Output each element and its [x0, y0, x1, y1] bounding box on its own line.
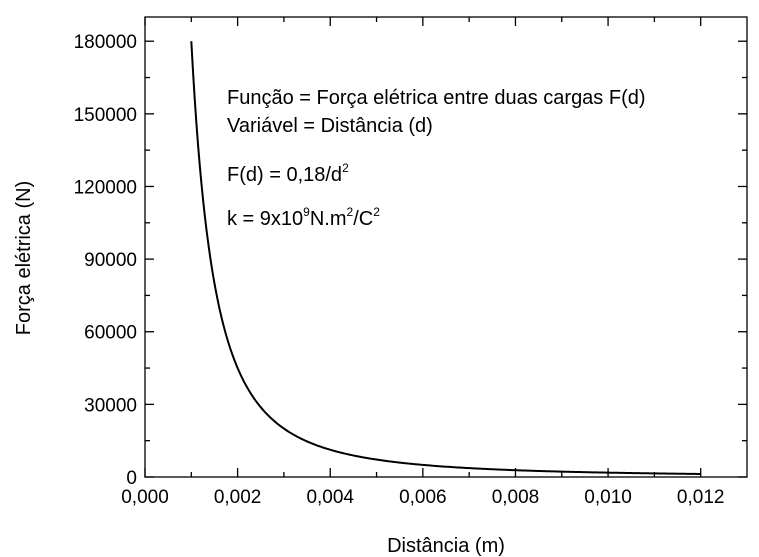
plot-frame — [144, 16, 748, 478]
annotation-constant-sup2: 2 — [347, 205, 354, 219]
y-tick-label: 180000 — [74, 32, 137, 53]
annotation-constant-sup3: 2 — [373, 205, 380, 219]
annotation-function: Função = Força elétrica entre duas carga… — [227, 87, 646, 109]
y-tick-label: 120000 — [74, 177, 137, 198]
annotation-constant-sup1: 9 — [303, 205, 310, 219]
annotation-constant: k = 9x109N.m2/C2 — [227, 205, 380, 230]
annotation-constant-b: N.m — [310, 208, 347, 230]
x-tick-label: 0,006 — [399, 487, 447, 508]
series-line — [190, 41, 701, 475]
annotation-formula: F(d) = 0,18/d2 — [227, 161, 349, 186]
y-tick-label: 90000 — [84, 250, 137, 271]
x-tick-label: 0,010 — [584, 487, 632, 508]
x-tick-label: 0,002 — [214, 487, 262, 508]
x-axis-ticks: 0,000 0,002 0,004 0,006 0,008 0,010 0,012 — [121, 17, 724, 508]
annotation-formula-main: F(d) = 0,18/d — [227, 164, 342, 186]
y-tick-label: 30000 — [84, 395, 137, 416]
y-tick-label: 60000 — [84, 323, 137, 344]
y-axis-ticks: 0 30000 60000 90000 120000 150000 180000 — [74, 32, 747, 489]
annotation-constant-c: /C — [353, 208, 373, 230]
annotation-formula-sup: 2 — [342, 161, 349, 175]
x-tick-label: 0,004 — [306, 487, 354, 508]
x-tick-label: 0,000 — [121, 487, 169, 508]
y-axis-title: Força elétrica (N) — [13, 181, 35, 335]
x-axis-title: Distância (m) — [387, 535, 505, 557]
x-tick-label: 0,008 — [492, 487, 540, 508]
annotation-constant-a: k = 9x10 — [227, 208, 303, 230]
y-tick-label: 0 — [126, 468, 137, 489]
y-tick-label: 150000 — [74, 105, 137, 126]
annotation-variable: Variável = Distância (d) — [227, 115, 433, 137]
x-tick-label: 0,012 — [677, 487, 725, 508]
